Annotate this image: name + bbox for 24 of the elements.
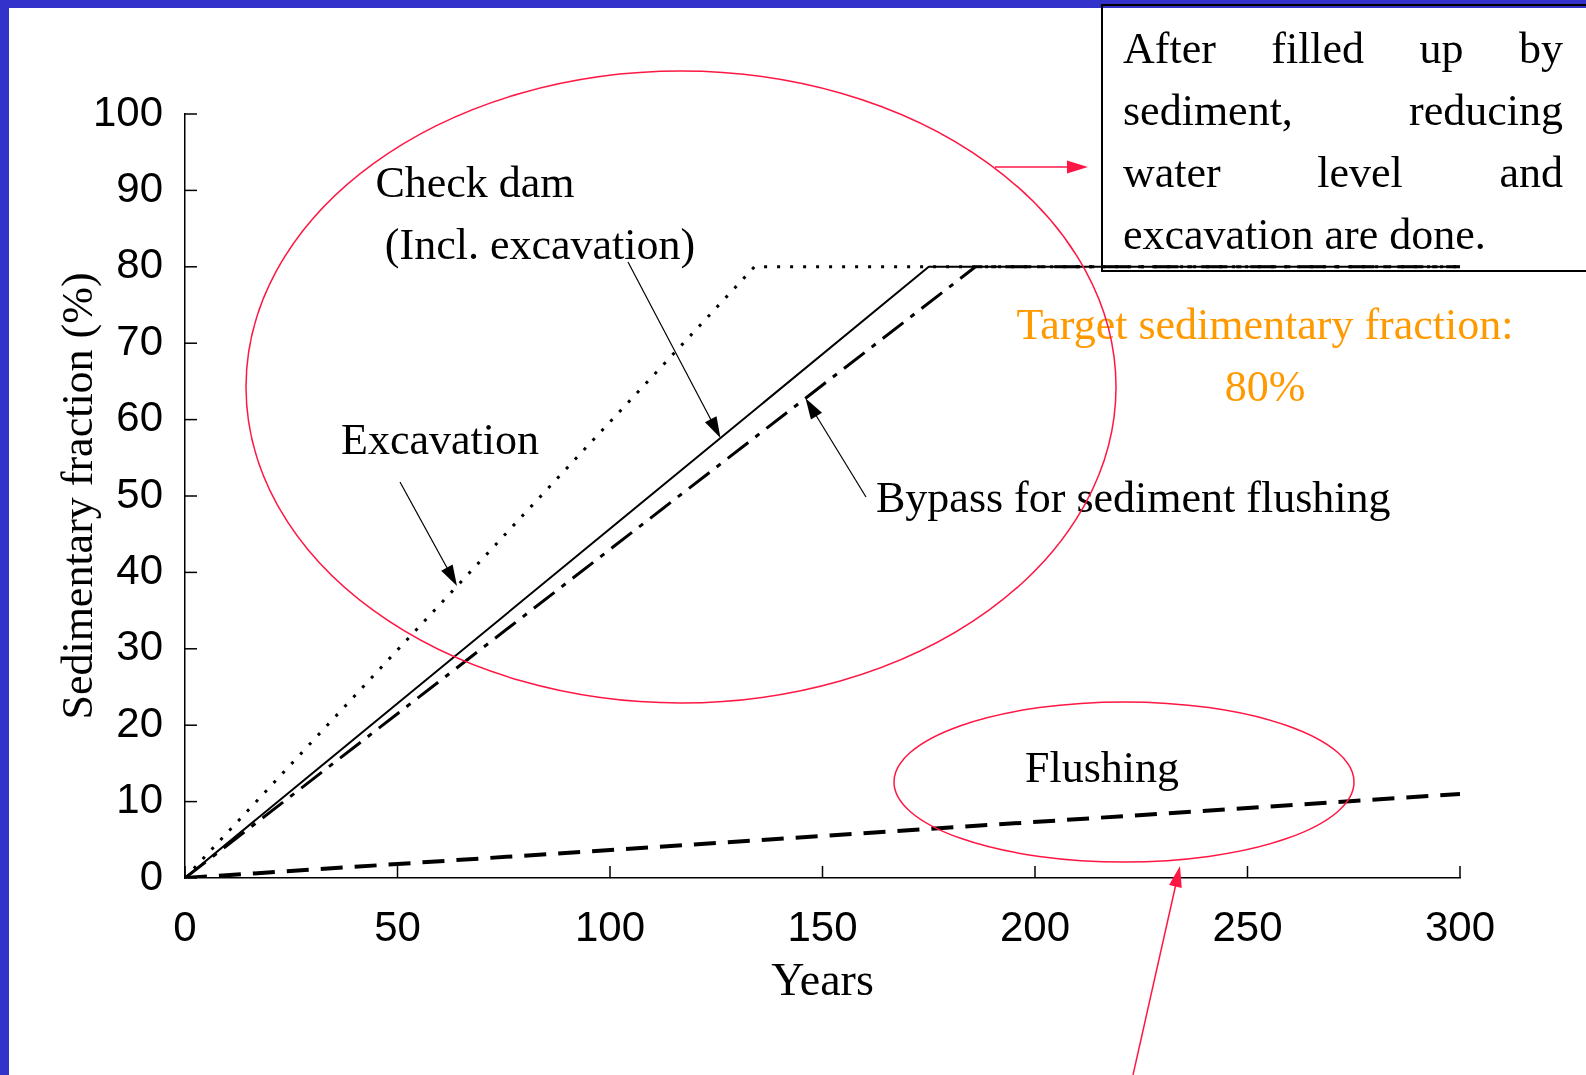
y-tick-label: 50 <box>116 469 163 517</box>
y-tick-label: 80 <box>116 240 163 288</box>
annotation: After filled up by sediment, reducing water level and excavation are done. <box>1101 4 1586 272</box>
y-tick-label: 90 <box>116 163 163 211</box>
y-tick-label: 0 <box>139 851 163 899</box>
x-axis-title: Years <box>771 954 874 1006</box>
x-tick-label: 300 <box>1424 902 1496 950</box>
x-tick-label: 0 <box>173 902 197 950</box>
x-tick-label: 250 <box>1212 902 1283 950</box>
y-tick-label: 10 <box>116 775 163 823</box>
x-tick-label: 50 <box>374 902 421 950</box>
x-tick-label: 100 <box>574 902 646 950</box>
y-tick-label: 100 <box>92 87 163 135</box>
y-tick-label: 40 <box>116 545 163 593</box>
x-tick-label: 150 <box>787 902 858 950</box>
y-tick-label: 20 <box>116 698 163 746</box>
y-axis-title: Sedimentary fraction (%) <box>52 272 102 720</box>
series-label: Excavation <box>341 414 539 464</box>
text: Check dam (Incl. excavation) <box>375 157 696 269</box>
y-tick-label: 70 <box>116 316 163 364</box>
y-tick-label: 30 <box>116 622 163 670</box>
x-tick-label: 200 <box>999 902 1071 950</box>
series-label: Flushing <box>1024 742 1180 792</box>
y-tick-label: 60 <box>116 393 163 441</box>
